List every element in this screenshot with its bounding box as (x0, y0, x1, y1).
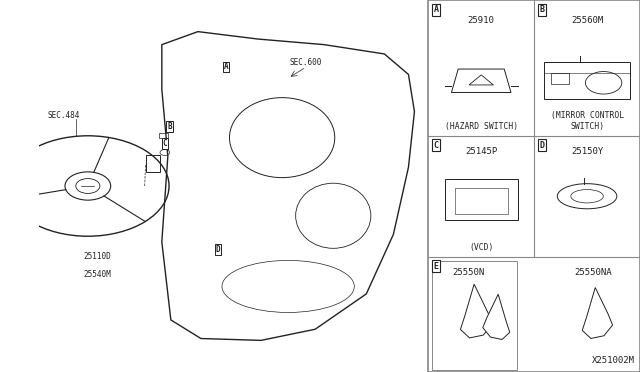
Text: A: A (224, 62, 228, 71)
Bar (544, 62, 630, 99)
Polygon shape (582, 288, 612, 339)
Bar (159, 133, 168, 138)
Polygon shape (451, 69, 511, 93)
Text: X251002M: X251002M (592, 356, 635, 365)
Text: SEC.484: SEC.484 (47, 111, 80, 120)
Text: SEC.600: SEC.600 (290, 58, 323, 67)
Ellipse shape (571, 189, 604, 203)
Bar (550, 73, 569, 84)
Bar (145, 155, 160, 172)
Bar (445, 179, 518, 220)
Bar (428, 0, 640, 372)
Text: E: E (433, 262, 438, 271)
Polygon shape (460, 284, 492, 338)
Text: 25110D: 25110D (83, 251, 111, 260)
Text: 25540M: 25540M (83, 270, 111, 279)
Text: A: A (433, 5, 438, 14)
Circle shape (586, 71, 622, 94)
Bar (432, 261, 516, 370)
Text: 25910: 25910 (468, 16, 495, 25)
Bar (455, 188, 508, 214)
Ellipse shape (557, 184, 617, 209)
Polygon shape (483, 294, 509, 340)
Text: C: C (433, 141, 438, 150)
Text: D: D (216, 245, 220, 254)
Text: 25145P: 25145P (465, 147, 497, 156)
Text: 25560M: 25560M (571, 16, 603, 25)
Text: 25150Y: 25150Y (571, 147, 603, 156)
Text: (VCD): (VCD) (469, 243, 493, 252)
Text: (MIRROR CONTROL
SWITCH): (MIRROR CONTROL SWITCH) (550, 111, 623, 131)
Text: 25550NA: 25550NA (574, 268, 612, 277)
Text: (HAZARD SWITCH): (HAZARD SWITCH) (445, 122, 518, 131)
Text: 25550N: 25550N (452, 268, 484, 277)
Text: D: D (540, 141, 545, 150)
Text: C: C (163, 139, 167, 148)
Text: B: B (167, 122, 172, 131)
Text: B: B (540, 5, 545, 14)
